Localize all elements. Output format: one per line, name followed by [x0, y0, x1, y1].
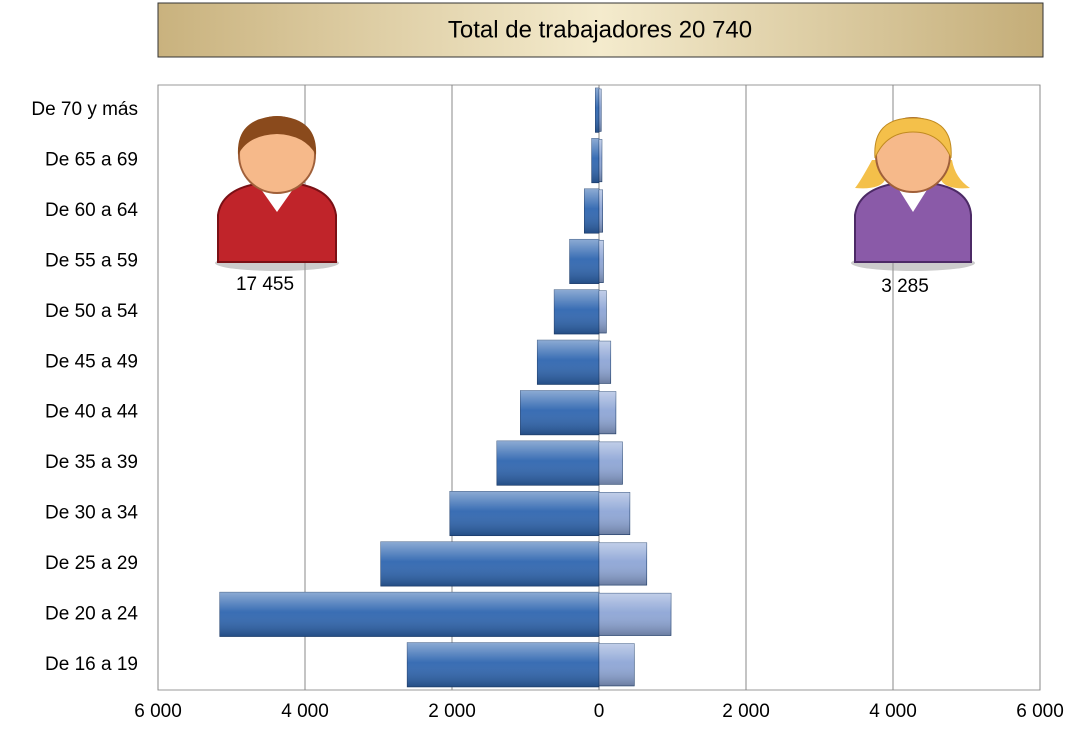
bar-shine — [537, 340, 599, 385]
bar-shine — [599, 139, 602, 182]
bar-shine — [496, 440, 599, 486]
bar-shine — [520, 390, 599, 435]
y-tick-label: De 20 a 24 — [45, 603, 138, 624]
bar-shine — [599, 189, 603, 233]
chart-title: Total de trabajadores 20 740 — [448, 16, 752, 43]
x-tick-label: 2 000 — [428, 701, 476, 722]
y-tick-label: De 35 a 39 — [45, 452, 138, 473]
bar-shine — [591, 138, 599, 183]
bar-shine — [595, 88, 599, 133]
y-tick-label: De 40 a 44 — [45, 402, 138, 423]
bar-shine — [599, 391, 616, 434]
female-icon — [851, 117, 975, 271]
bar-shine — [554, 289, 599, 335]
annotation: 3 285 — [881, 276, 929, 297]
bar-shine — [599, 643, 635, 686]
bar-shine — [599, 492, 630, 535]
bar-shine — [449, 491, 599, 536]
y-tick-label: De 70 y más — [31, 99, 138, 120]
bar-shine — [584, 188, 599, 234]
bar-shine — [599, 441, 623, 485]
bar-shine — [599, 542, 647, 586]
bar-shine — [599, 89, 602, 132]
bar-shine — [569, 239, 599, 284]
annotation: 17 455 — [236, 274, 294, 295]
bar-shine — [380, 541, 599, 587]
bar-shine — [219, 592, 600, 637]
x-tick-label: 6 000 — [134, 701, 182, 722]
y-tick-label: De 45 a 49 — [45, 351, 138, 372]
male-icon — [215, 116, 339, 271]
y-tick-label: De 25 a 29 — [45, 553, 138, 574]
title-box — [157, 2, 1044, 58]
bar-shine — [599, 341, 611, 384]
x-tick-label: 4 000 — [281, 701, 329, 722]
bar-shine — [599, 240, 604, 283]
x-tick-label: 6 000 — [1016, 701, 1064, 722]
y-tick-label: De 50 a 54 — [45, 301, 138, 322]
bar-shine — [599, 593, 672, 636]
x-tick-label: 0 — [594, 701, 605, 722]
x-tick-label: 4 000 — [869, 701, 917, 722]
y-tick-label: De 65 a 69 — [45, 150, 138, 171]
y-tick-label: De 16 a 19 — [45, 654, 138, 675]
x-tick-label: 2 000 — [722, 701, 770, 722]
bar-shine — [407, 642, 599, 687]
y-tick-label: De 60 a 64 — [45, 200, 138, 221]
y-tick-label: De 55 a 59 — [45, 250, 138, 271]
y-tick-label: De 30 a 34 — [45, 503, 138, 524]
bar-shine — [599, 290, 607, 334]
